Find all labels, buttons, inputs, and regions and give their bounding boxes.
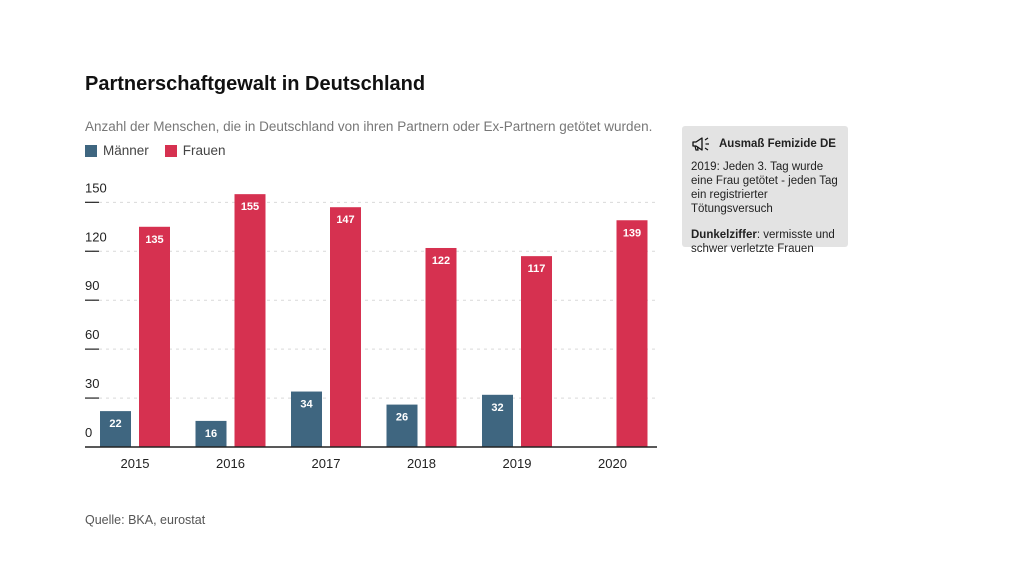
legend-swatch-maenner: [85, 144, 97, 157]
x-tick-label: 2019: [503, 456, 532, 471]
legend-item-frauen: Frauen: [164, 143, 226, 158]
bar-maenner-2016: [195, 420, 227, 447]
bar-frauen-2019: [521, 256, 552, 447]
y-tick-label: 60: [85, 327, 99, 342]
data-label: 22: [109, 418, 121, 430]
y-tick-label: 30: [85, 376, 99, 391]
x-tick-label: 2016: [216, 456, 245, 471]
chart-title: Partnerschaftgewalt in Deutschland: [85, 73, 426, 95]
bar-maenner-2019: [482, 394, 513, 447]
data-label: 122: [432, 255, 450, 267]
x-tick-label: 2020: [598, 456, 627, 471]
y-tick-label: 0: [85, 425, 92, 440]
data-label: 26: [396, 412, 408, 424]
data-label: 32: [491, 402, 503, 414]
data-label: 117: [528, 263, 546, 275]
info-box-title: Ausmaß Femizide DE: [719, 138, 836, 150]
info-box-header: Ausmaß Femizide DE: [691, 135, 840, 153]
info-box-text: 2019: Jeden 3. Tag wurde eine Frau getöt…: [691, 161, 838, 215]
x-tick-label: 2017: [312, 456, 341, 471]
bar-frauen-2018: [425, 247, 457, 447]
info-box: Ausmaß Femizide DE 2019: Jeden 3. Tag wu…: [682, 126, 848, 255]
source-note: Quelle: BKA, eurostat: [85, 513, 206, 527]
y-tick-label: 90: [85, 278, 99, 293]
legend-item-maenner: Männer: [85, 143, 149, 158]
info-box-text-2-rest: : vermisste und schwer verletzte Frauen: [691, 229, 835, 255]
data-label: 155: [241, 201, 259, 213]
data-label: 16: [205, 428, 217, 440]
y-tick-label: 150: [85, 180, 107, 195]
chart-subtitle: Anzahl der Menschen, die in Deutschland …: [85, 119, 653, 134]
bar-maenner-2017: [291, 391, 322, 447]
data-label: 34: [300, 399, 313, 411]
legend-swatch-frauen: [164, 144, 177, 157]
data-label: 147: [336, 214, 354, 226]
bar-frauen-2016: [234, 194, 266, 447]
legend: Männer Frauen: [85, 143, 242, 158]
legend-label-maenner: Männer: [103, 143, 149, 158]
x-tick-label: 2015: [121, 456, 150, 471]
bar-maenner-2018: [386, 404, 418, 447]
legend-label-frauen: Frauen: [182, 143, 226, 158]
info-box-text-2-bold: Dunkelziffer: [691, 229, 757, 241]
bar-frauen-2015: [139, 226, 170, 447]
bar-frauen-2020: [616, 220, 648, 447]
bar-frauen-2017: [330, 207, 361, 447]
bar-maenner-2015: [100, 411, 131, 447]
megaphone-icon: [692, 137, 709, 151]
info-box-text-2: Dunkelziffer: vermisste und schwer verle…: [691, 228, 840, 256]
x-tick-label: 2018: [407, 456, 436, 471]
y-tick-label: 120: [85, 229, 107, 244]
data-label: 139: [623, 227, 641, 239]
data-label: 135: [145, 234, 163, 246]
